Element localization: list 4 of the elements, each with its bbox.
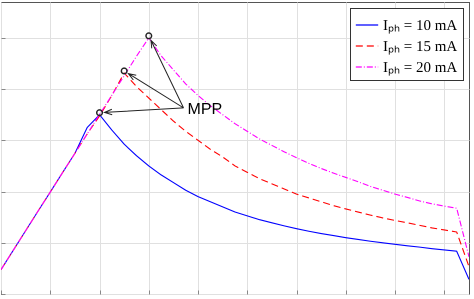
- legend-label: Iₚₕ = 15 mA: [383, 39, 458, 55]
- legend-label: Iₚₕ = 10 mA: [383, 18, 458, 34]
- legend-label: Iₚₕ = 20 mA: [383, 60, 458, 76]
- annotation: MPP: [188, 100, 222, 118]
